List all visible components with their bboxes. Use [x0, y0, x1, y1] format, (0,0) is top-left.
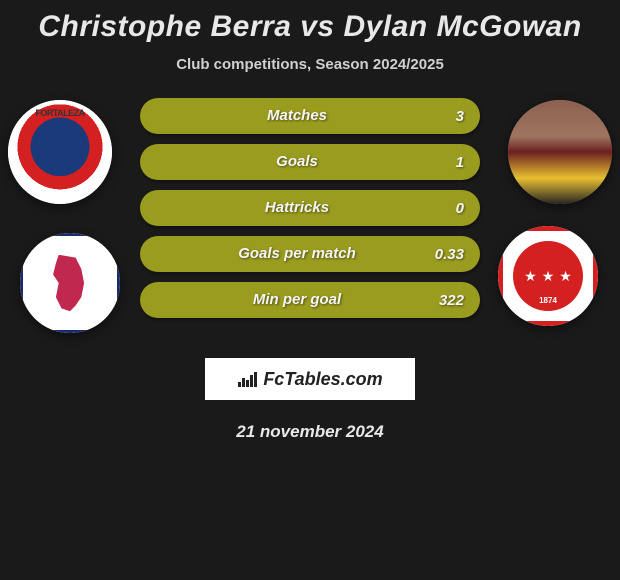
lion-badge-graphic	[20, 233, 120, 333]
club-badge-left-top: FORTALEZA	[8, 100, 112, 204]
club-badge-left-bottom	[20, 233, 120, 333]
stats-area: FORTALEZA ★ ★ ★ 1874	[0, 98, 620, 338]
stat-label: Min per goal	[253, 291, 341, 308]
stat-value: 0	[424, 200, 464, 217]
stat-row: Goals 1	[140, 144, 480, 180]
club-badge-right-bottom: ★ ★ ★ 1874	[498, 226, 598, 326]
stat-row: Goals per match 0.33	[140, 236, 480, 272]
stat-label: Hattricks	[265, 199, 329, 216]
footer-date: 21 november 2024	[0, 422, 620, 442]
lion-icon	[42, 255, 98, 311]
star-icon: ★	[524, 268, 537, 285]
subtitle: Club competitions, Season 2024/2025	[0, 56, 620, 73]
brand-text: FcTables.com	[263, 369, 382, 390]
fortaleza-badge-graphic: FORTALEZA	[8, 100, 112, 204]
stat-row: Hattricks 0	[140, 190, 480, 226]
stat-label: Matches	[267, 107, 327, 124]
stat-value: 0.33	[424, 246, 464, 263]
fortaleza-badge-text: FORTALEZA	[35, 108, 84, 118]
player2-name: Dylan McGowan	[343, 10, 581, 43]
bar-chart-icon	[237, 370, 259, 388]
stat-rows-container: Matches 3 Goals 1 Hattricks 0 Goals per …	[140, 98, 480, 328]
hamilton-badge-graphic: ★ ★ ★ 1874	[498, 226, 598, 326]
stat-label: Goals per match	[238, 245, 356, 262]
stat-row: Min per goal 322	[140, 282, 480, 318]
page-title: Christophe Berra vs Dylan McGowan	[0, 10, 620, 44]
brand-box[interactable]: FcTables.com	[205, 358, 415, 400]
player1-name: Christophe Berra	[38, 10, 291, 43]
comparison-card: Christophe Berra vs Dylan McGowan Club c…	[0, 0, 620, 452]
stat-value: 3	[424, 108, 464, 125]
badge-year: 1874	[539, 296, 557, 305]
stat-row: Matches 3	[140, 98, 480, 134]
star-icon: ★	[542, 268, 555, 285]
stat-value: 322	[424, 292, 464, 309]
stat-label: Goals	[276, 153, 318, 170]
stat-value: 1	[424, 154, 464, 171]
player-headshot	[508, 100, 612, 204]
star-icon: ★	[559, 268, 572, 285]
vs-separator: vs	[300, 10, 334, 43]
player-photo-right-top	[508, 100, 612, 204]
